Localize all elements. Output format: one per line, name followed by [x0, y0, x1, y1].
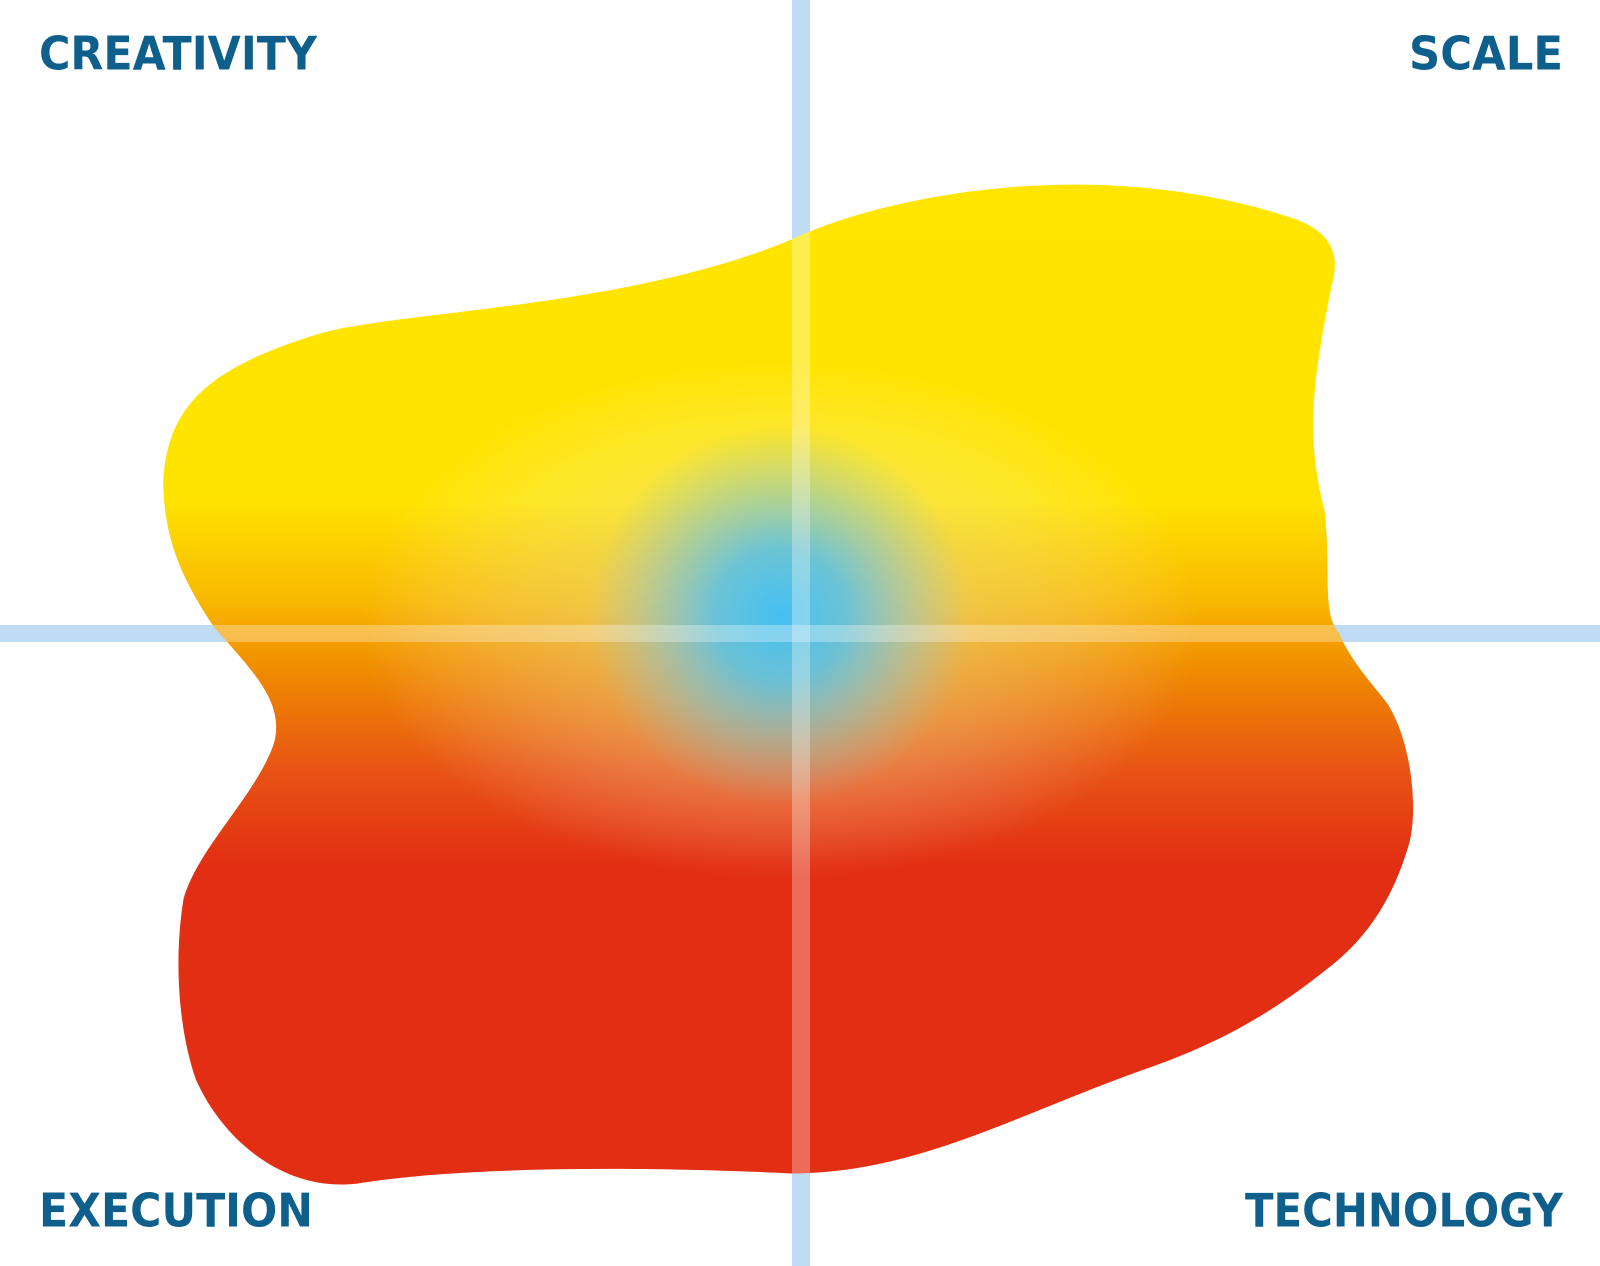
vertical-axis-overlay	[792, 184, 810, 1185]
quadrant-label: EXECUTION	[39, 1184, 313, 1238]
quadrant-label: TECHNOLOGY	[1245, 1184, 1564, 1238]
quadrant-label: CREATIVITY	[39, 27, 318, 81]
horizontal-axis-overlay	[163, 625, 1414, 642]
quadrant-label: SCALE	[1409, 27, 1563, 81]
